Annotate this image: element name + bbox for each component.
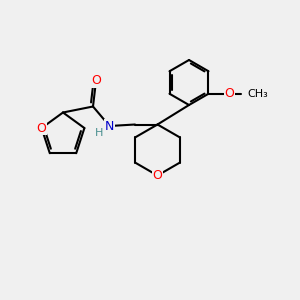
Text: CH₃: CH₃ xyxy=(248,89,268,99)
Text: O: O xyxy=(153,169,162,182)
Text: O: O xyxy=(37,122,46,134)
Text: O: O xyxy=(91,74,101,88)
Text: N: N xyxy=(105,119,114,133)
Text: H: H xyxy=(95,128,103,139)
Text: O: O xyxy=(224,87,234,100)
